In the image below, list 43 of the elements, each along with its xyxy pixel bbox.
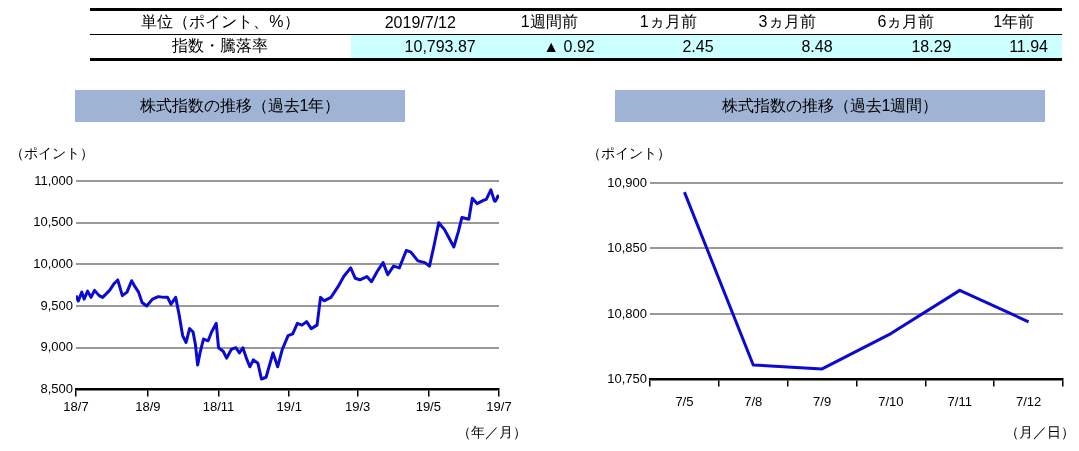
text: 単位（ポイント、%）	[90, 9, 351, 35]
x-tick-label: 7/5	[675, 393, 694, 409]
text: 指数・騰落率	[90, 34, 351, 60]
y-tick-label: 10,500	[33, 214, 73, 230]
y-tick-label: 10,900	[607, 174, 647, 190]
x-tick-label: 7/12	[1015, 393, 1042, 409]
x-tick-label: 19/3	[344, 398, 371, 414]
chart-title: 株式指数の推移（過去1週間）	[615, 90, 1045, 122]
y-tick-label: 8,500	[40, 380, 73, 396]
x-tick-label: 18/9	[135, 398, 161, 414]
y-tick-label: 9,500	[40, 297, 73, 313]
text: 3ヵ月前	[727, 9, 847, 35]
chart-title: 株式指数の推移（過去1年）	[75, 90, 405, 122]
y-tick-label: 10,750	[607, 370, 647, 386]
y-tick-label: 10,000	[33, 255, 73, 271]
x-tick-label: 19/1	[276, 398, 302, 414]
text: 1週間前	[489, 9, 609, 35]
x-tick-label: 18/7	[63, 398, 89, 414]
x-tick-label: 7/8	[744, 393, 763, 409]
x-tick-label: 19/5	[415, 398, 441, 414]
text: 2.45	[608, 34, 728, 60]
text: 1年前	[965, 9, 1062, 35]
x-tick-label: 7/10	[878, 393, 904, 409]
text: 6ヵ月前	[846, 9, 966, 35]
text: ▲ 0.92	[489, 34, 609, 60]
x-tick-label: 19/7	[486, 398, 512, 414]
text: 11.94	[965, 34, 1062, 60]
x-axis-title: （月／日）	[1005, 424, 1075, 442]
text: 10,793.87	[350, 34, 490, 60]
text: 8.48	[727, 34, 847, 60]
y-tick-label: 9,000	[40, 339, 73, 355]
y-axis-title: （ポイント）	[587, 145, 671, 163]
y-tick-label: 11,000	[34, 172, 73, 188]
x-tick-label: 7/9	[813, 393, 832, 409]
x-tick-label: 7/11	[947, 393, 972, 409]
y-tick-label: 10,850	[607, 240, 647, 256]
x-axis-title: （年／月）	[457, 424, 527, 442]
text: 2019/7/12	[350, 9, 490, 35]
y-axis-title: （ポイント）	[10, 145, 94, 163]
text: 18.29	[846, 34, 966, 60]
y-tick-label: 10,800	[607, 305, 647, 321]
text: 1ヵ月前	[608, 9, 728, 35]
x-tick-label: 18/11	[202, 398, 235, 414]
